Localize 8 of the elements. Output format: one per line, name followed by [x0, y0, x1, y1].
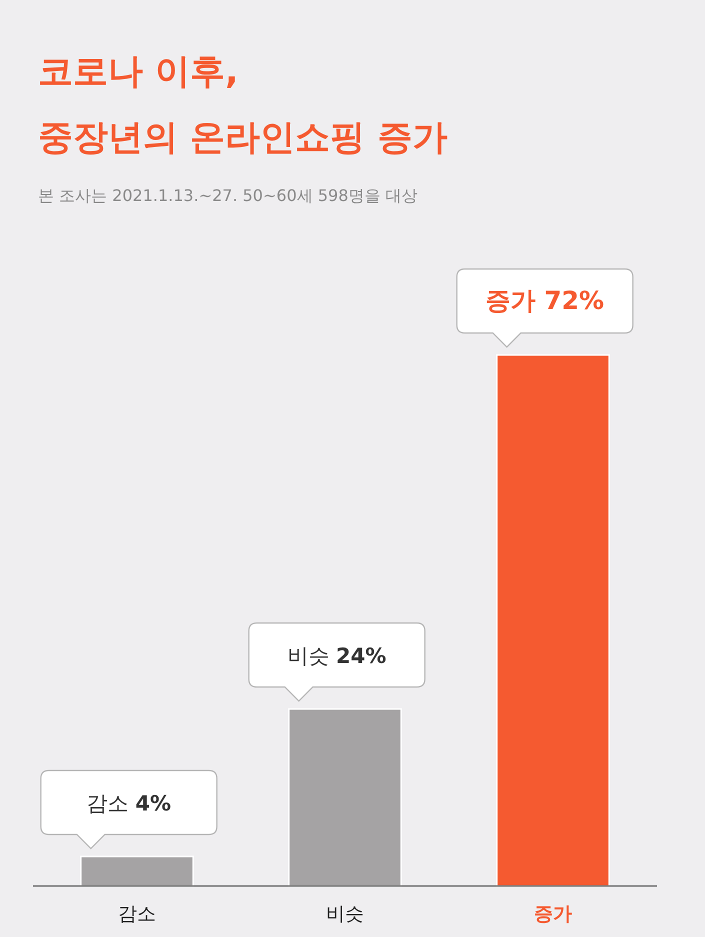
data-label: 비슷 24%: [287, 644, 386, 668]
chart-title: 코로나 이후, 중장년의 온라인쇼핑 증가: [38, 52, 448, 158]
x-tick-label: 증가: [534, 903, 572, 925]
chart-subtitle: 본 조사는 2021.1.13.~27. 50~60세 598명을 대상: [38, 186, 418, 205]
x-tick-label: 감소: [118, 903, 156, 925]
data-label: 감소 4%: [86, 792, 172, 816]
data-label: 증가 72%: [486, 286, 604, 315]
x-tick-label: 비슷: [326, 903, 364, 925]
